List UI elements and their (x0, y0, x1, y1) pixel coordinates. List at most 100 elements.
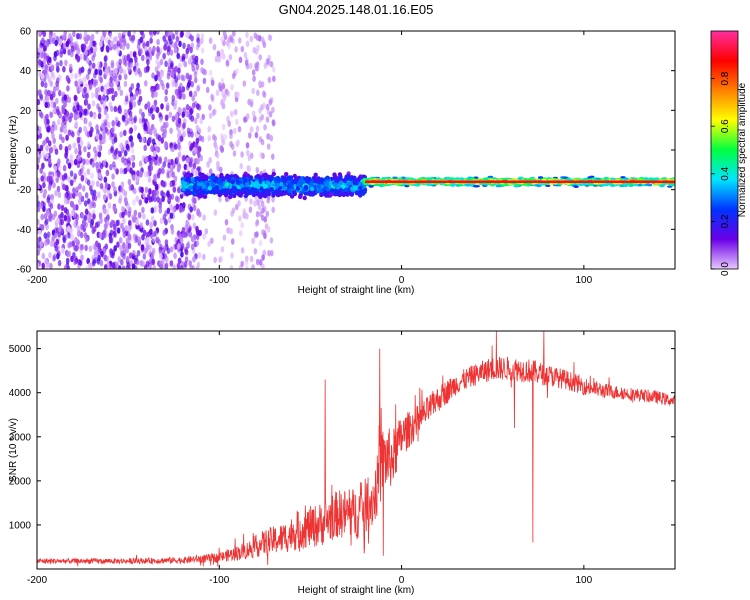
spectrogram-noise-cell (191, 167, 195, 174)
spectrogram-band-cell (374, 183, 380, 186)
spectrogram-noise-cell (271, 196, 275, 203)
spectrogram-noise-cell (149, 221, 154, 229)
spectrogram-noise-cell (83, 76, 87, 83)
spectrogram-noise-cell (108, 193, 113, 200)
spectrogram-noise-cell (239, 230, 243, 237)
spectrogram-noise-cell (135, 176, 139, 183)
spectrogram-noise-cell (253, 248, 258, 255)
spectrogram-noise-cell (213, 256, 217, 264)
spectrogram-noise-cell (195, 240, 200, 247)
spectrogram-noise-cell (79, 86, 83, 93)
spectrogram-noise-cell (61, 174, 66, 181)
spectrogram-noise-cell (267, 250, 271, 257)
spectrogram-noise-cell (185, 110, 189, 118)
spectrogram-noise-cell (124, 225, 129, 232)
spectrogram-band-cell (291, 190, 297, 195)
spectrogram-noise-cell (258, 54, 263, 61)
spectrogram-noise-cell (41, 162, 45, 169)
spectrogram-noise-cell (164, 122, 168, 130)
spectrogram-noise-cell (220, 146, 224, 153)
spectrogram-noise-cell (160, 125, 164, 132)
spectrogram-noise-cell (98, 212, 103, 219)
spectrogram-noise-cell (74, 256, 78, 263)
spectrogram-noise-cell (221, 139, 226, 146)
spectrogram-noise-cell (61, 121, 65, 128)
spectrogram-noise-cell (65, 115, 69, 122)
spectrogram-band-cell (251, 192, 257, 198)
spectrogram-noise-cell (103, 108, 108, 116)
spectrogram-noise-cell (99, 162, 104, 170)
spectrogram-noise-cell (106, 46, 110, 53)
spectrogram-noise-cell (123, 149, 128, 157)
spectrogram-noise-cell (95, 133, 99, 140)
spectrogram-band-cell (316, 184, 321, 189)
spectrogram-noise-cell (106, 121, 111, 129)
spectrogram-noise-cell (141, 54, 145, 62)
spectrogram-noise-cell (200, 33, 205, 40)
spectrogram-noise-cell (109, 76, 113, 84)
spectrogram-noise-cell (60, 204, 65, 212)
spectrogram-noise-cell (79, 231, 84, 239)
spectrogram-noise-cell (260, 114, 265, 121)
spectrogram-band-cell (239, 183, 245, 188)
spectrogram-noise-cell (94, 150, 99, 157)
spectrogram-noise-cell (86, 179, 91, 186)
spectrogram-noise-cell (119, 89, 124, 97)
spectrogram-noise-cell (43, 213, 48, 220)
spectrogram-noise-cell (45, 113, 49, 121)
spectrogram-noise-cell (61, 136, 65, 144)
spectrogram-noise-cell (208, 157, 212, 164)
spectrogram-noise-cell (262, 102, 266, 109)
spectrogram-noise-cell (272, 75, 276, 83)
spectrogram-noise-cell (122, 37, 127, 44)
spectrogram-noise-cell (163, 252, 168, 260)
spectrogram-noise-cell (145, 50, 150, 57)
spectrogram-noise-cell (166, 172, 170, 179)
spectrogram-noise-cell (67, 242, 71, 249)
spectrogram-noise-cell (265, 103, 270, 111)
spectrogram-noise-cell (192, 222, 197, 229)
spectrogram-noise-cell (78, 259, 83, 266)
spectrogram-noise-cell (69, 179, 74, 186)
spectrogram-band-cell (265, 191, 271, 197)
spectrogram-noise-cell (91, 180, 95, 187)
spectrogram-noise-cell (151, 236, 156, 243)
spectrogram-noise-cell (148, 188, 152, 195)
spectrogram-noise-cell (87, 68, 92, 75)
spectrogram-noise-cell (151, 113, 155, 121)
spectrogram-noise-cell (122, 245, 126, 252)
spectrogram-noise-cell (159, 59, 164, 66)
spectrogram-noise-cell (142, 253, 147, 260)
spectrogram-noise-cell (171, 94, 176, 102)
spectrogram-noise-cell (213, 141, 217, 148)
spectrogram-noise-cell (128, 86, 133, 94)
spectrogram-band-cell (265, 180, 271, 186)
spectrogram-noise-cell (138, 199, 143, 206)
spectrogram-noise-cell (84, 244, 88, 252)
spectrogram-noise-cell (124, 60, 128, 67)
spectrogram-noise-cell (119, 131, 123, 138)
spectrogram-noise-cell (245, 265, 249, 269)
spectrogram-noise-cell (146, 101, 151, 108)
spectrogram-noise-cell (46, 231, 51, 238)
spectrogram-noise-cell (50, 64, 55, 71)
spectrogram-noise-cell (102, 94, 106, 101)
spectrogram-noise-cell (132, 51, 137, 58)
spectrogram-noise-cell (224, 219, 229, 226)
spectrogram-noise-cell (47, 194, 51, 201)
spectrogram-noise-cell (152, 264, 156, 269)
spectrogram-noise-cell (126, 202, 130, 210)
spectrogram-noise-cell (261, 214, 265, 222)
spectrogram-noise-cell (150, 207, 155, 214)
spectrogram-band-cell (633, 183, 639, 187)
spectrogram-noise-cell (37, 51, 41, 59)
spectrogram-noise-cell (57, 118, 61, 126)
spectrogram-band-cell (289, 194, 295, 199)
spectrogram-noise-cell (177, 86, 182, 93)
spectrogram-noise-cell (143, 196, 148, 204)
spectrogram-noise-cell (174, 158, 178, 165)
spectrogram-noise-cell (85, 57, 90, 64)
spectrogram-noise-cell (193, 71, 198, 78)
spectrogram-noise-cell (212, 43, 217, 51)
spectrogram-noise-cell (80, 254, 84, 261)
